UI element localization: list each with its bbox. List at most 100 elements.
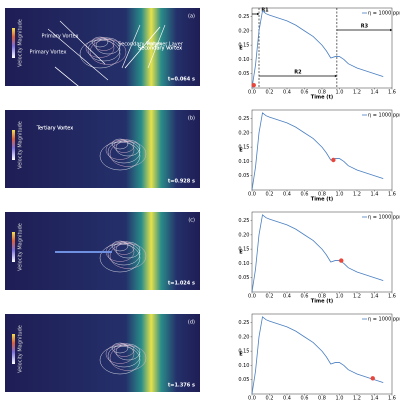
current-time-marker [251, 82, 256, 88]
x-tick-label: 0.8 [318, 396, 326, 400]
line-series [251, 10, 384, 89]
plot-frame [251, 211, 393, 293]
y-tick-label: 0.15 [238, 145, 249, 151]
annotation: Secondary Vortex [138, 46, 182, 52]
vortex-streamline [105, 344, 135, 364]
x-tick-label: 0.0 [248, 90, 256, 96]
current-time-marker [331, 157, 336, 163]
x-tick-label: 1.0 [336, 90, 344, 96]
y-tick-label: 0.10 [238, 57, 249, 63]
colorbar-label: Velocity Magnitude [18, 325, 24, 373]
region-label: R1 [261, 8, 269, 14]
y-tick-label: 0.05 [238, 275, 249, 281]
vortex-streamline [115, 139, 141, 157]
arrow-head [257, 12, 259, 16]
colorbar [12, 130, 15, 160]
annotation: Primary Vortex [30, 50, 67, 56]
line-series [251, 112, 384, 191]
annotation: Tertiary Vortex [36, 126, 73, 132]
x-tick-label: 0.4 [283, 90, 291, 96]
x-tick-label: 1.6 [388, 192, 396, 198]
x-tick-label: 1.4 [371, 90, 379, 96]
x-tick-label: 1.4 [371, 294, 379, 300]
vortex-streamline [111, 342, 129, 354]
y-tick-label: 0.20 [238, 334, 249, 340]
x-tick-label: 0.4 [283, 294, 291, 300]
x-axis-label: Time (t) [311, 299, 333, 305]
vortex-streamline [91, 36, 109, 48]
vortex-streamline [109, 345, 147, 371]
y-tick-label: 0.20 [238, 28, 249, 34]
x-tick-label: 1.2 [353, 90, 361, 96]
annotation-arrow [47, 28, 109, 81]
x-axis-label: Time (t) [311, 95, 333, 101]
y-tick-label: 0.25 [238, 14, 249, 20]
arrow-head [390, 28, 392, 32]
y-tick-label: 0.05 [238, 377, 249, 383]
annotation: Primary Vortex [42, 34, 79, 40]
time-label: t=1.376 s [168, 383, 195, 389]
x-tick-label: 0.4 [283, 396, 291, 400]
x-tick-label: 0.2 [266, 294, 274, 300]
panel-label: (c) [188, 218, 195, 224]
y-tick-label: 0.20 [238, 130, 249, 136]
colorbar [12, 28, 15, 58]
x-tick-label: 1.6 [388, 90, 396, 96]
vortex-streamline [99, 141, 141, 171]
current-time-marker [339, 258, 344, 263]
x-axis-label: Time (t) [311, 197, 333, 203]
annotation: Secondary Vortex [138, 46, 182, 52]
vortex-streamline [111, 138, 129, 150]
time-label: t=1.024 s [168, 281, 195, 287]
x-tick-label: 0.2 [266, 396, 274, 400]
vortex-streamline [85, 38, 115, 58]
x-tick-label: 0.0 [248, 294, 256, 300]
x-tick-label: 1.4 [371, 396, 379, 400]
x-tick-label: 0.8 [318, 192, 326, 198]
x-tick-label: 0.8 [318, 90, 326, 96]
x-tick-label: 1.2 [353, 294, 361, 300]
vortex-streamline [109, 141, 147, 167]
y-tick-label: 0.15 [238, 247, 249, 253]
panel-label: (d) [188, 320, 195, 326]
vortex-streamline [107, 344, 141, 368]
colorbar-label: Velocity Magnitude [18, 121, 24, 169]
plot-frame [251, 109, 393, 191]
region-label: R2 [294, 70, 302, 76]
x-tick-label: 1.0 [336, 192, 344, 198]
x-tick-label: 1.0 [336, 396, 344, 400]
time-label: t=0.928 s [168, 179, 195, 185]
x-tick-label: 0.0 [248, 396, 256, 400]
vortex-streamline [111, 240, 129, 252]
colorbar [12, 334, 15, 364]
vortex-streamline [115, 343, 141, 361]
vortex-streamline [115, 241, 141, 259]
colorbar-label: Velocity Magnitude [18, 19, 24, 67]
y-tick-label: 0.10 [238, 363, 249, 369]
legend-label: η = 1000 ppm [368, 11, 400, 17]
colorbar-label: Velocity Magnitude [18, 223, 24, 271]
x-tick-label: 1.0 [336, 294, 344, 300]
y-axis-label: E [239, 250, 243, 256]
panel-label: (a) [188, 14, 195, 20]
y-tick-label: 0.15 [238, 43, 249, 49]
y-axis-label: E [239, 352, 243, 358]
x-tick-label: 1.4 [371, 192, 379, 198]
current-time-marker [370, 376, 375, 381]
vortex-streamline [89, 39, 127, 65]
y-tick-label: 0.05 [238, 173, 249, 179]
vortex-streamline [105, 140, 135, 160]
arrow-head [334, 74, 337, 78]
x-tick-label: 0.0 [248, 192, 256, 198]
y-tick-label: 0.25 [238, 218, 249, 224]
colorbar [12, 232, 15, 262]
legend-label: η = 1000 ppm [368, 215, 400, 221]
y-tick-label: 0.25 [238, 320, 249, 326]
annotation: Tertiary Vortex [36, 126, 73, 132]
annotation-arrow [124, 26, 161, 69]
vortex-streamline [87, 38, 121, 62]
x-tick-label: 0.2 [266, 192, 274, 198]
legend-label: η = 1000 ppm [368, 317, 400, 323]
y-tick-label: 0.25 [238, 116, 249, 122]
